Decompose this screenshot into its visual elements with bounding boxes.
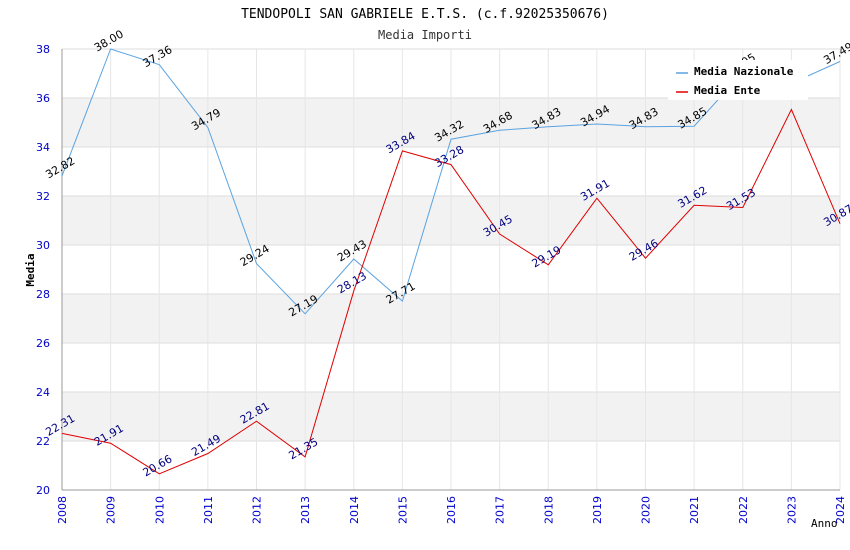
x-tick-label: 2013	[299, 496, 312, 524]
legend: Media Nazionale Media Ente	[668, 60, 808, 100]
y-tick-label: 20	[36, 484, 50, 497]
x-tick-label: 2022	[737, 496, 750, 524]
x-tick-label: 2009	[105, 496, 118, 524]
y-tick-labels: 20 22 24 26 28 30 32 34 36 38	[36, 43, 50, 497]
chart-subtitle: Media Importi	[378, 28, 472, 42]
x-tick-label: 2012	[251, 496, 264, 524]
y-tick-label: 38	[36, 43, 50, 56]
y-tick-label: 30	[36, 239, 50, 252]
series-lines	[61, 48, 841, 475]
x-tick-label: 2019	[591, 496, 604, 524]
legend-box	[668, 60, 808, 100]
x-tick-label: 2011	[202, 496, 215, 524]
x-tick-label: 2023	[785, 496, 798, 524]
x-tick-label: 2017	[494, 496, 507, 524]
x-tick-label: 2010	[153, 496, 166, 524]
legend-label-media-ente: Media Ente	[694, 84, 761, 97]
chart-title: TENDOPOLI SAN GABRIELE E.T.S. (c.f.92025…	[241, 7, 609, 22]
x-tick-label: 2020	[640, 496, 653, 524]
y-tick-label: 24	[36, 386, 50, 399]
x-tick-labels: 2008 2009 2010 2011 2012 2013 2014 2015 2016 2017…	[56, 496, 847, 524]
x-tick-label: 2018	[542, 496, 555, 524]
y-tick-label: 36	[36, 92, 50, 105]
x-axis-label: Anno	[811, 517, 838, 530]
x-tick-label: 2024	[834, 496, 847, 524]
y-tick-label: 28	[36, 288, 50, 301]
x-tick-label: 2008	[56, 496, 69, 524]
x-tick-label: 2015	[396, 496, 409, 524]
y-tick-label: 34	[36, 141, 50, 154]
y-tick-label: 22	[36, 435, 50, 448]
y-tick-label: 32	[36, 190, 50, 203]
x-tick-label: 2016	[445, 496, 458, 524]
legend-label-media-nazionale: Media Nazionale	[694, 65, 794, 78]
y-axis-label: Media	[24, 253, 37, 286]
y-tick-label: 26	[36, 337, 50, 350]
x-tick-label: 2014	[348, 496, 361, 524]
x-tick-label: 2021	[688, 496, 701, 524]
